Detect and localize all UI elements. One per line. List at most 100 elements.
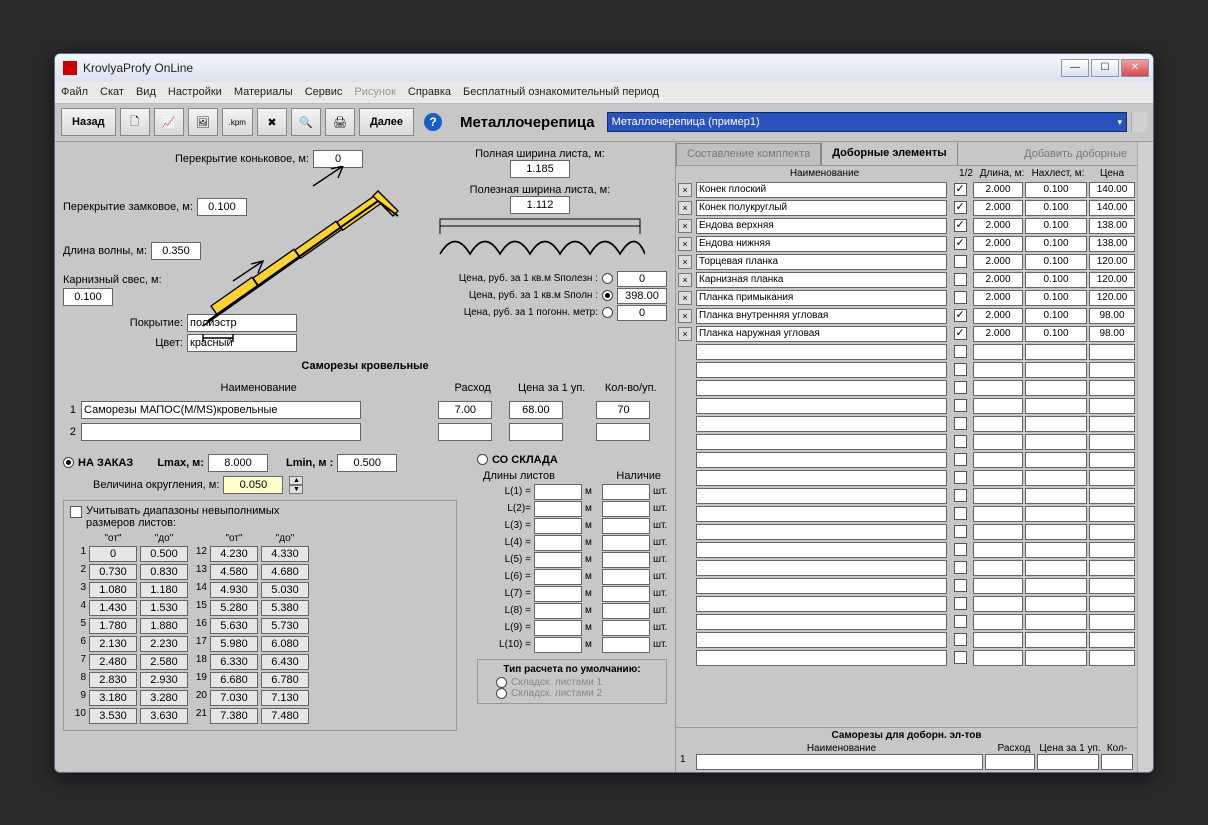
stock-len-input[interactable] (534, 620, 582, 636)
addl-name-input[interactable] (696, 524, 947, 540)
half-checkbox[interactable] (954, 345, 967, 358)
addl-price-input[interactable] (1089, 200, 1135, 216)
half-checkbox[interactable] (954, 489, 967, 502)
range-cell[interactable] (89, 636, 137, 652)
chart-icon[interactable]: 📈 (154, 108, 184, 136)
stock-len-input[interactable] (534, 552, 582, 568)
screw1-price[interactable] (509, 401, 563, 419)
stock-len-input[interactable] (534, 484, 582, 500)
stock-qty-input[interactable] (602, 535, 650, 551)
addl-ovl-input[interactable] (1025, 542, 1087, 558)
screw2-rate[interactable] (438, 423, 492, 441)
addl-price-input[interactable] (1089, 614, 1135, 630)
range-cell[interactable] (210, 654, 258, 670)
screw1-qty[interactable] (596, 401, 650, 419)
addl-ovl-input[interactable] (1025, 416, 1087, 432)
range-cell[interactable] (210, 636, 258, 652)
calc-opt1-radio[interactable] (496, 677, 507, 688)
range-cell[interactable] (261, 564, 309, 580)
addl-name-input[interactable] (696, 326, 947, 342)
addl-price-input[interactable] (1089, 542, 1135, 558)
range-cell[interactable] (210, 546, 258, 562)
range-cell[interactable] (261, 654, 309, 670)
full-width-input[interactable] (510, 160, 570, 178)
addl-name-input[interactable] (696, 218, 947, 234)
preview-icon[interactable]: 🔍 (291, 108, 321, 136)
addl-price-input[interactable] (1089, 578, 1135, 594)
half-checkbox[interactable] (954, 273, 967, 286)
addl-name-input[interactable] (696, 290, 947, 306)
half-checkbox[interactable] (954, 435, 967, 448)
addl-ovl-input[interactable] (1025, 614, 1087, 630)
addl-name-input[interactable] (696, 452, 947, 468)
half-checkbox[interactable] (954, 651, 967, 664)
addl-len-input[interactable] (973, 434, 1023, 450)
addl-price-input[interactable] (1089, 236, 1135, 252)
addl-price-input[interactable] (1089, 254, 1135, 270)
range-cell[interactable] (261, 600, 309, 616)
kpm-icon[interactable]: .kpm (222, 108, 253, 136)
range-cell[interactable] (89, 600, 137, 616)
stock-len-input[interactable] (534, 569, 582, 585)
row-delete-button[interactable]: × (678, 291, 692, 305)
row-delete-button[interactable]: × (678, 327, 692, 341)
range-cell[interactable] (210, 672, 258, 688)
round-input[interactable] (223, 476, 283, 494)
print-icon[interactable]: 🖨 (325, 108, 355, 136)
stock-qty-input[interactable] (602, 484, 650, 500)
addl-ovl-input[interactable] (1025, 326, 1087, 342)
addl-name-input[interactable] (696, 254, 947, 270)
addl-ovl-input[interactable] (1025, 488, 1087, 504)
maximize-button[interactable]: ☐ (1091, 59, 1119, 77)
addl-price-input[interactable] (1089, 290, 1135, 306)
addl-price-input[interactable] (1089, 632, 1135, 648)
addl-price-input[interactable] (1089, 452, 1135, 468)
half-checkbox[interactable] (954, 309, 967, 322)
addl-ovl-input[interactable] (1025, 560, 1087, 576)
addl-price-input[interactable] (1089, 326, 1135, 342)
range-cell[interactable] (89, 708, 137, 724)
menu-service[interactable]: Сервис (305, 86, 343, 98)
range-cell[interactable] (140, 708, 188, 724)
addl-len-input[interactable] (973, 182, 1023, 198)
addl-name-input[interactable] (696, 596, 947, 612)
range-cell[interactable] (210, 708, 258, 724)
range-cell[interactable] (210, 690, 258, 706)
half-checkbox[interactable] (954, 291, 967, 304)
addl-name-input[interactable] (696, 200, 947, 216)
range-cell[interactable] (140, 654, 188, 670)
addl-len-input[interactable] (973, 326, 1023, 342)
addl-len-input[interactable] (973, 236, 1023, 252)
addl-price-input[interactable] (1089, 650, 1135, 666)
addl-ovl-input[interactable] (1025, 632, 1087, 648)
screw2-price[interactable] (509, 423, 563, 441)
addl-len-input[interactable] (973, 308, 1023, 324)
half-checkbox[interactable] (954, 561, 967, 574)
addl-price-input[interactable] (1089, 416, 1135, 432)
row-delete-button[interactable]: × (678, 219, 692, 233)
addl-ovl-input[interactable] (1025, 182, 1087, 198)
addl-ovl-input[interactable] (1025, 524, 1087, 540)
tab-kit[interactable]: Составление комплекта (676, 143, 821, 165)
new-icon[interactable]: 🗋 (120, 108, 150, 136)
screw2-qty[interactable] (596, 423, 650, 441)
addl-len-input[interactable] (973, 254, 1023, 270)
fastener-rate-input[interactable] (985, 754, 1035, 770)
addl-len-input[interactable] (973, 218, 1023, 234)
addl-name-input[interactable] (696, 272, 947, 288)
round-down-button[interactable]: ▼ (289, 485, 303, 494)
addl-ovl-input[interactable] (1025, 596, 1087, 612)
addl-price-input[interactable] (1089, 182, 1135, 198)
half-checkbox[interactable] (954, 507, 967, 520)
addl-price-input[interactable] (1089, 506, 1135, 522)
addl-ovl-input[interactable] (1025, 650, 1087, 666)
menu-view[interactable]: Вид (136, 86, 156, 98)
menu-materials[interactable]: Материалы (234, 86, 293, 98)
addl-ovl-input[interactable] (1025, 272, 1087, 288)
addl-ovl-input[interactable] (1025, 344, 1087, 360)
price2-radio[interactable] (602, 290, 613, 301)
fastener-qty-input[interactable] (1101, 754, 1133, 770)
range-cell[interactable] (140, 636, 188, 652)
range-cell[interactable] (140, 618, 188, 634)
half-checkbox[interactable] (954, 471, 967, 484)
